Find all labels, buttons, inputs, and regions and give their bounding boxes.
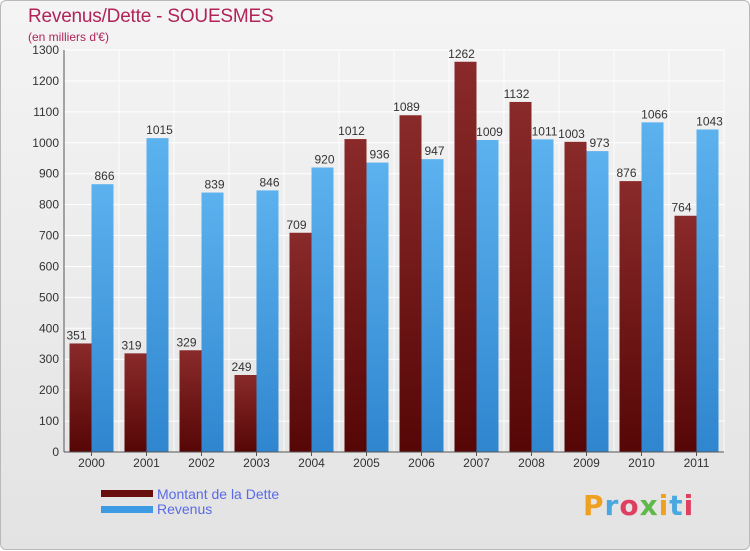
y-tick-label: 1200 (32, 74, 59, 88)
bar-dette (179, 350, 202, 452)
data-label: 249 (231, 360, 251, 374)
y-tick-label: 900 (39, 167, 59, 181)
logo-letter: r (604, 489, 620, 522)
bar-revenus (476, 139, 499, 453)
bar-dette (509, 101, 532, 452)
legend-swatch-dette (101, 490, 153, 497)
data-label: 920 (314, 153, 334, 167)
bar-revenus (256, 190, 279, 453)
data-label: 1015 (146, 123, 173, 137)
bar-dette (344, 139, 367, 452)
x-tick-label: 2007 (463, 456, 490, 470)
bar-revenus (366, 162, 389, 452)
data-label: 973 (589, 136, 609, 150)
x-tick-label: 2011 (684, 456, 710, 470)
bar-revenus (531, 139, 554, 453)
bar-dette (234, 375, 257, 452)
data-label: 1012 (338, 124, 365, 138)
legend-label-dette: Montant de la Dette (157, 486, 280, 502)
bar-revenus (421, 159, 444, 453)
y-tick-label: 1100 (33, 105, 59, 119)
y-tick-label: 800 (39, 198, 59, 212)
y-tick-label: 1000 (32, 136, 59, 150)
y-tick-label: 300 (39, 352, 59, 366)
x-tick-label: 2006 (408, 456, 435, 470)
bar-revenus (696, 129, 719, 453)
data-label: 319 (121, 338, 141, 352)
y-tick-label: 600 (39, 259, 59, 273)
x-tick-label: 2005 (353, 456, 380, 470)
data-label: 876 (616, 166, 636, 180)
bar-dette (399, 115, 422, 453)
bar-dette (564, 141, 587, 452)
y-tick-label: 500 (39, 290, 59, 304)
y-tick-label: 400 (39, 321, 59, 335)
x-tick-label: 2003 (243, 456, 270, 470)
y-tick-label: 0 (52, 445, 59, 459)
data-label: 1089 (393, 100, 420, 114)
data-label: 764 (671, 201, 691, 215)
logo-letter: t (669, 489, 684, 522)
x-tick-label: 2002 (188, 456, 215, 470)
legend-swatch-revenus (101, 506, 153, 513)
x-tick-label: 2004 (298, 456, 325, 470)
logo-letter: x (639, 489, 659, 522)
y-tick-label: 700 (39, 229, 59, 243)
data-label: 866 (94, 169, 114, 183)
logo-letter: o (619, 489, 640, 522)
data-label: 1009 (476, 125, 503, 139)
data-labels: 351 866 319 1015 329 839 249 846 709 920 1012 936 10… (66, 47, 723, 374)
x-tick-label: 2000 (78, 456, 105, 470)
data-label: 329 (176, 335, 196, 349)
y-tick-label: 100 (39, 414, 59, 428)
logo-letter: P (583, 489, 605, 522)
bars (69, 61, 719, 453)
x-tick-label: 2009 (573, 456, 600, 470)
bar-dette (674, 215, 697, 452)
data-label: 947 (424, 144, 444, 158)
data-label: 351 (66, 328, 86, 342)
y-tick-label: 200 (39, 383, 59, 397)
logo-letter: i (683, 489, 695, 522)
bar-dette (124, 353, 147, 452)
bar-revenus (146, 138, 169, 452)
data-label: 1011 (532, 124, 558, 138)
data-label: 1066 (641, 107, 668, 121)
bar-dette (454, 61, 477, 453)
bar-revenus (311, 167, 334, 452)
data-label: 846 (259, 175, 279, 189)
bar-revenus (91, 184, 114, 452)
x-tick-label: 2008 (518, 456, 545, 470)
x-tick-label: 2010 (628, 456, 655, 470)
data-label: 1132 (504, 87, 530, 101)
bar-dette (69, 343, 92, 452)
proxiti-logo: Proxiti (583, 489, 694, 522)
bar-dette (619, 181, 642, 453)
bar-revenus (201, 192, 224, 452)
chart-title: Revenus/Dette - SOUESMES (28, 6, 274, 27)
data-label: 1262 (448, 47, 475, 61)
y-tick-label: 1300 (32, 43, 59, 57)
chart-subtitle: (en milliers d'€) (28, 30, 109, 44)
bar-revenus (586, 151, 609, 452)
data-label: 839 (204, 178, 224, 192)
bar-dette (289, 232, 312, 452)
axes: 0 100 200 300 400 500 600 700 800 900 1000 1100 1200… (32, 43, 724, 470)
legend-label-revenus: Revenus (157, 501, 213, 517)
data-label: 1043 (696, 114, 723, 128)
data-label: 936 (369, 148, 389, 162)
data-label: 709 (286, 218, 306, 232)
data-label: 1003 (558, 127, 585, 141)
logo-letter: i (658, 489, 670, 522)
bar-revenus (641, 122, 664, 453)
x-tick-label: 2001 (133, 456, 160, 470)
